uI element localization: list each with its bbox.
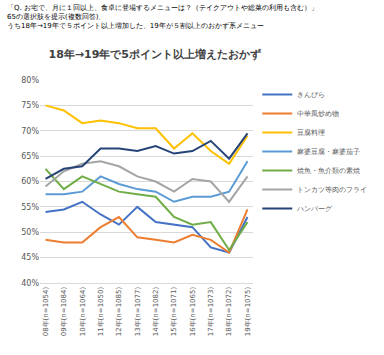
svg-text:40%: 40% — [21, 279, 39, 288]
svg-text:50%: 50% — [21, 228, 39, 237]
svg-text:きんぴら: きんぴら — [297, 91, 325, 99]
svg-text:18年→19年で5ポイント以上増えたおかず: 18年→19年で5ポイント以上増えたおかず — [49, 48, 261, 61]
svg-text:ハンバーグ: ハンバーグ — [296, 205, 333, 213]
svg-text:09年(n=1084): 09年(n=1084) — [60, 287, 68, 337]
svg-text:65%: 65% — [21, 152, 39, 161]
svg-text:13年(n=1077): 13年(n=1077) — [134, 287, 142, 337]
svg-text:45%: 45% — [21, 253, 39, 262]
svg-text:トンカツ等肉のフライ: トンカツ等肉のフライ — [297, 186, 367, 194]
svg-text:中華風炒め物: 中華風炒め物 — [297, 110, 339, 118]
svg-text:14年(n=1082): 14年(n=1082) — [152, 287, 160, 337]
svg-text:12年(n=1085): 12年(n=1085) — [115, 287, 123, 337]
svg-text:08年(n=1054): 08年(n=1054) — [42, 287, 50, 337]
svg-text:「Q. お宅で、月に１回以上、食卓に登場するメニューは？（テ: 「Q. お宅で、月に１回以上、食卓に登場するメニューは？（テイクアウトや総菜の利… — [7, 4, 318, 30]
svg-text:18年(n=1072): 18年(n=1072) — [225, 287, 233, 337]
svg-text:75%: 75% — [21, 101, 39, 110]
svg-text:60%: 60% — [21, 177, 39, 186]
svg-text:麻婆豆腐・麻婆茄子: 麻婆豆腐・麻婆茄子 — [297, 148, 360, 156]
svg-text:80%: 80% — [21, 76, 39, 85]
svg-text:16年(n=1065): 16年(n=1065) — [189, 287, 197, 337]
svg-text:豆腐料理: 豆腐料理 — [297, 129, 325, 137]
svg-text:焼魚・魚介類の素焼: 焼魚・魚介類の素焼 — [297, 167, 360, 175]
svg-text:70%: 70% — [21, 127, 39, 136]
svg-text:15年(n=1071): 15年(n=1071) — [170, 287, 178, 337]
svg-text:10年(n=1064): 10年(n=1064) — [79, 287, 87, 337]
svg-text:11年(n=1050): 11年(n=1050) — [97, 287, 105, 337]
svg-text:55%: 55% — [21, 203, 39, 212]
svg-text:17年(n=1073): 17年(n=1073) — [207, 287, 215, 337]
svg-text:19年(n=1075): 19年(n=1075) — [244, 287, 252, 337]
